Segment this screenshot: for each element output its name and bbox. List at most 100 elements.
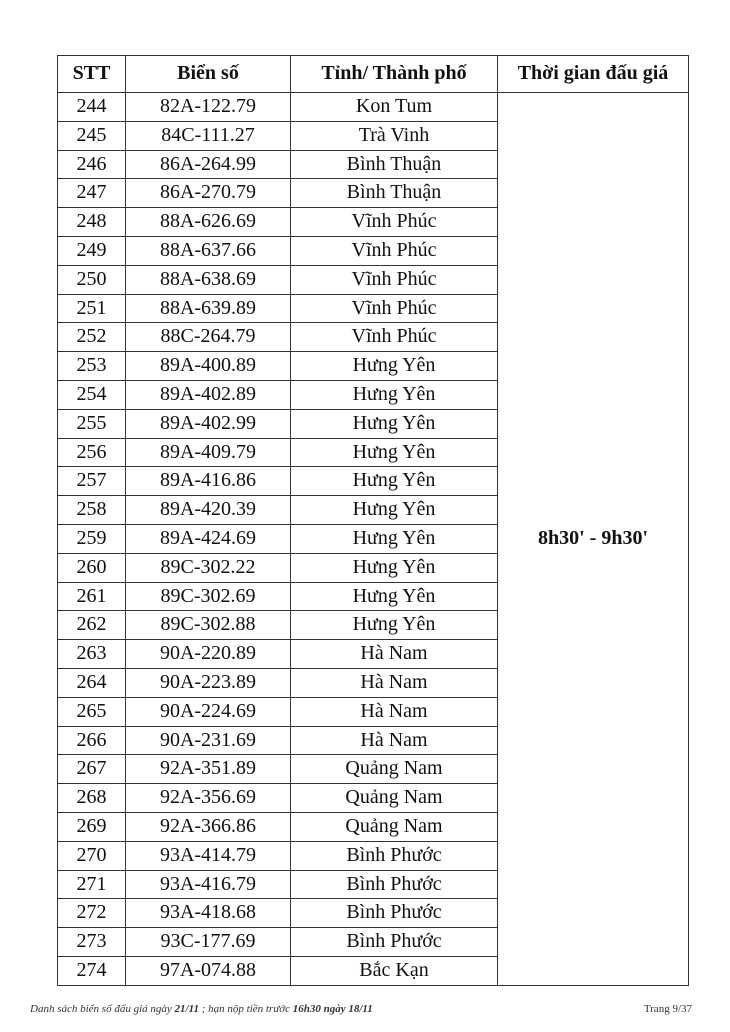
table-row: 247 86A-270.79 Bình Thuận	[57, 178, 689, 209]
province-cell: Bình Thuận	[290, 178, 498, 209]
plate-cell: 89A-420.39	[125, 495, 291, 525]
province-cell: Hưng Yên	[290, 495, 498, 525]
table-row: 248 88A-626.69 Vĩnh Phúc	[57, 207, 689, 237]
stt-cell: 262	[57, 610, 126, 641]
table-body: 244 82A-122.79 Kon Tum 8h30' - 9h30' 245 84C-…	[57, 92, 689, 986]
table-row: 273 93C-177.69 Bình Phước	[57, 927, 689, 957]
footer-deadline: 16h30 ngày 18/11	[292, 1003, 373, 1015]
footer-note: Danh sách biển số đấu giá ngày 21/11 ; h…	[30, 1003, 373, 1015]
province-cell: Hà Nam	[290, 639, 498, 669]
plate-table: STT Biển số Tỉnh/ Thành phố Thời gian đấ…	[57, 55, 689, 986]
province-cell: Vĩnh Phúc	[290, 207, 498, 237]
plate-cell: 82A-122.79	[125, 92, 291, 122]
table-row: 245 84C-111.27 Trà Vinh	[57, 120, 689, 151]
province-cell: Bình Phước	[290, 840, 498, 871]
province-cell: Quảng Nam	[290, 783, 498, 813]
header-cell: Tỉnh/ Thành phố	[290, 55, 498, 93]
footer-text: Danh sách biển số đấu giá ngày	[30, 1003, 172, 1015]
header-cell: Thời gian đấu giá	[497, 55, 689, 93]
footer-date: 21/11	[174, 1003, 199, 1015]
plate-cell: 92A-356.69	[125, 783, 291, 813]
plate-cell: 89A-400.89	[125, 351, 291, 381]
plate-cell: 93A-414.79	[125, 840, 291, 871]
province-cell: Bình Phước	[290, 927, 498, 957]
stt-cell: 264	[57, 667, 126, 698]
page-number: Trang 9/37	[643, 1003, 692, 1015]
plate-cell: 89A-402.89	[125, 379, 291, 410]
province-cell: Kon Tum	[290, 92, 498, 122]
stt-cell: 252	[57, 322, 126, 353]
stt-cell: 257	[57, 466, 126, 497]
province-cell: Quảng Nam	[290, 754, 498, 785]
stt-cell: 250	[57, 264, 126, 295]
table-row: 254 89A-402.89 Hưng Yên	[57, 379, 689, 410]
stt-cell: 263	[57, 639, 126, 669]
province-cell: Quảng Nam	[290, 811, 498, 842]
province-cell: Trà Vinh	[290, 120, 498, 151]
table-row: 250 88A-638.69 Vĩnh Phúc	[57, 264, 689, 295]
stt-cell: 266	[57, 725, 126, 756]
table-row: 252 88C-264.79 Vĩnh Phúc	[57, 322, 689, 353]
province-cell: Hưng Yên	[290, 466, 498, 497]
stt-cell: 256	[57, 437, 126, 468]
plate-cell: 92A-351.89	[125, 754, 291, 785]
plate-cell: 93C-177.69	[125, 927, 291, 957]
table-row: 274 97A-074.88 Bắc Kạn	[57, 955, 689, 986]
plate-cell: 84C-111.27	[125, 120, 291, 151]
stt-cell: 246	[57, 149, 126, 180]
province-cell: Hưng Yên	[290, 581, 498, 612]
table-row: 251 88A-639.89 Vĩnh Phúc	[57, 293, 689, 324]
plate-cell: 97A-074.88	[125, 955, 291, 986]
footer-text: ; hạn nộp tiền trước	[201, 1003, 290, 1015]
plate-cell: 93A-418.68	[125, 898, 291, 929]
province-cell: Hưng Yên	[290, 379, 498, 410]
stt-cell: 271	[57, 869, 126, 900]
plate-cell: 88A-626.69	[125, 207, 291, 237]
plate-cell: 89C-302.22	[125, 552, 291, 583]
table-row: 272 93A-418.68 Bình Phước	[57, 898, 689, 929]
stt-cell: 258	[57, 495, 126, 525]
plate-cell: 89C-302.88	[125, 610, 291, 641]
province-cell: Hà Nam	[290, 725, 498, 756]
stt-cell: 247	[57, 178, 126, 209]
stt-cell: 254	[57, 379, 126, 410]
table-row: 268 92A-356.69 Quảng Nam	[57, 783, 689, 813]
table-row: 263 90A-220.89 Hà Nam	[57, 639, 689, 669]
province-cell: Hưng Yên	[290, 408, 498, 439]
stt-cell: 244	[57, 92, 126, 122]
province-cell: Hà Nam	[290, 696, 498, 727]
stt-cell: 259	[57, 523, 126, 554]
province-cell: Vĩnh Phúc	[290, 293, 498, 324]
stt-cell: 265	[57, 696, 126, 727]
province-cell: Bắc Kạn	[290, 955, 498, 986]
plate-cell: 89A-402.99	[125, 408, 291, 439]
plate-cell: 86A-264.99	[125, 149, 291, 180]
plate-cell: 90A-224.69	[125, 696, 291, 727]
province-cell: Hưng Yên	[290, 552, 498, 583]
plate-cell: 90A-220.89	[125, 639, 291, 669]
plate-cell: 92A-366.86	[125, 811, 291, 842]
stt-cell: 249	[57, 235, 126, 266]
stt-cell: 253	[57, 351, 126, 381]
province-cell: Hà Nam	[290, 667, 498, 698]
province-cell: Vĩnh Phúc	[290, 235, 498, 266]
stt-cell: 270	[57, 840, 126, 871]
header-row: STT Biển số Tỉnh/ Thành phố Thời gian đấ…	[57, 55, 689, 93]
plate-cell: 89C-302.69	[125, 581, 291, 612]
province-cell: Bình Phước	[290, 869, 498, 900]
stt-cell: 267	[57, 754, 126, 785]
table-row: 271 93A-416.79 Bình Phước	[57, 869, 689, 900]
province-cell: Bình Phước	[290, 898, 498, 929]
plate-cell: 93A-416.79	[125, 869, 291, 900]
time-cell: 8h30' - 9h30'	[497, 92, 689, 986]
stt-cell: 260	[57, 552, 126, 583]
province-cell: Bình Thuận	[290, 149, 498, 180]
table-row: 266 90A-231.69 Hà Nam	[57, 725, 689, 756]
stt-cell: 251	[57, 293, 126, 324]
stt-cell: 274	[57, 955, 126, 986]
plate-cell: 89A-424.69	[125, 523, 291, 554]
plate-cell: 89A-416.86	[125, 466, 291, 497]
table-row: 244 82A-122.79 Kon Tum 8h30' - 9h30'	[57, 92, 689, 986]
stt-cell: 268	[57, 783, 126, 813]
table-row: 259 89A-424.69 Hưng Yên	[57, 523, 689, 554]
